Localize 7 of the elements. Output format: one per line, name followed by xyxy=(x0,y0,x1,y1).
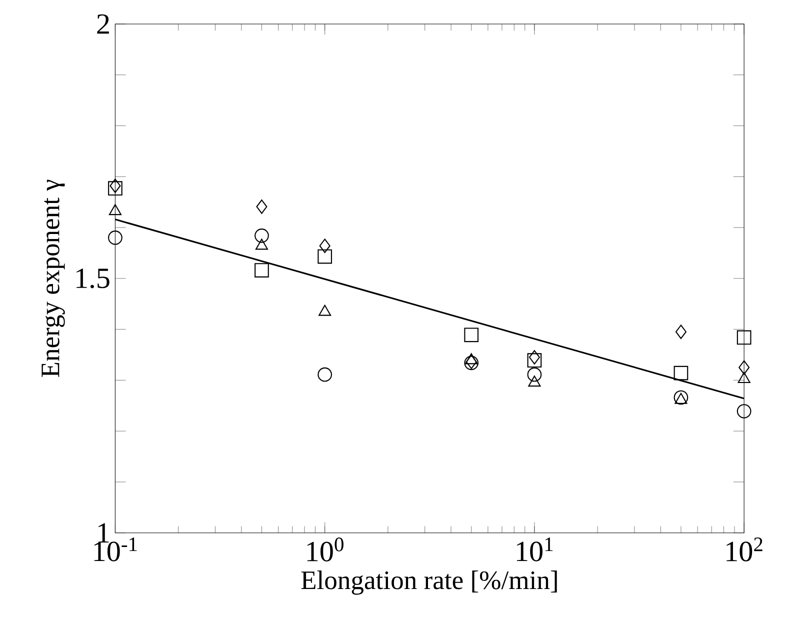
x-tick-label: 10$^{1}$ xyxy=(516,538,553,562)
x-tick-label: 10$^{2}$ xyxy=(726,538,762,562)
y-tick-label: 1.5 xyxy=(76,268,110,288)
y-tick-label: 2 xyxy=(97,14,109,34)
y-axis-title: Energy exponent γ xyxy=(42,180,65,378)
x-axis-title: Elongation rate [%/min] xyxy=(301,570,557,595)
x-tick-label: 10$^{0}$ xyxy=(307,538,344,562)
